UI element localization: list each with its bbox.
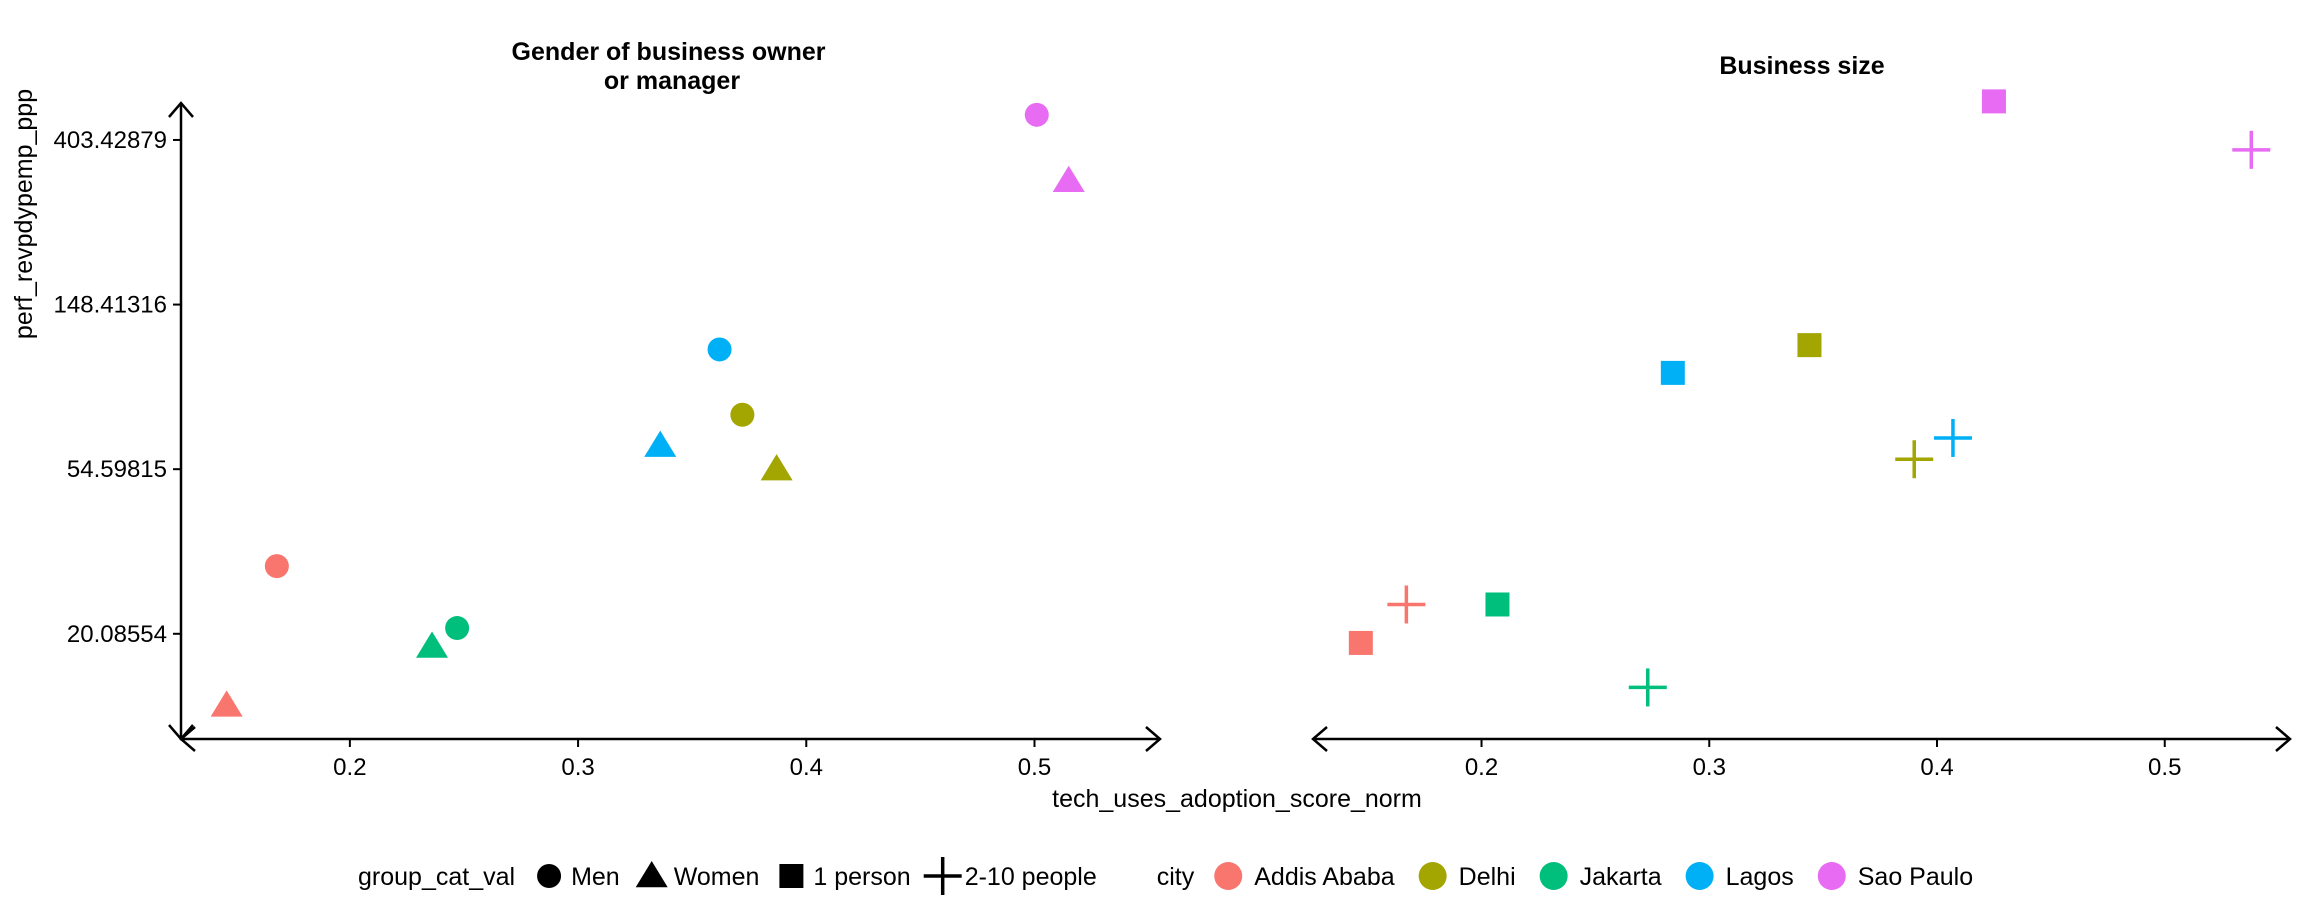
- data-point: [1933, 418, 1972, 457]
- data-point: [1024, 102, 1049, 127]
- data-point: [210, 690, 243, 717]
- data-point: [1660, 360, 1685, 385]
- legend: group_cat_val Men Women 1 person 2-10 people…: [358, 857, 1973, 895]
- legend-key: [537, 864, 562, 888]
- x-axis-arrow: [1311, 726, 1328, 752]
- y-axis: 20.08554 54.59815 148.41316 403.42879: [54, 101, 194, 741]
- legend-key: [635, 861, 668, 888]
- axes: 0.2 0.3 0.4 0.5: [179, 726, 1162, 781]
- y-axis-arrow: [168, 724, 194, 741]
- y-tick-label: 54.59815: [67, 456, 167, 483]
- legend-key: [1214, 862, 1243, 890]
- data-point: [1052, 165, 1085, 192]
- y-axis-arrow: [168, 101, 194, 118]
- data-point: [2232, 130, 2271, 169]
- legend-entry-label: 2-10 people: [965, 863, 1097, 891]
- legend-key: [1418, 862, 1447, 890]
- legend-key: [923, 857, 962, 895]
- x-tick-label: 0.5: [2148, 754, 2181, 781]
- data-point: [1628, 668, 1667, 707]
- legend-key: [779, 864, 804, 888]
- legend-entry-label: 1 person: [813, 863, 910, 891]
- panel-gender: Gender of business owner or manager 0.2 0…: [179, 38, 1162, 781]
- data-points: [210, 102, 1085, 717]
- legend-entry-label: Delhi: [1459, 863, 1516, 891]
- x-axis-title: tech_uses_adoption_score_norm: [1052, 785, 1422, 813]
- x-tick-label: 0.4: [790, 754, 823, 781]
- legend-key: [1685, 862, 1714, 890]
- legend-entry-label: Jakarta: [1580, 863, 1662, 891]
- panel-business-size: Business size 0.2 0.3 0.4 0.5: [1311, 52, 2292, 781]
- panel-title-line: or manager: [604, 67, 740, 95]
- panel-title-line: Gender of business owner: [512, 38, 826, 66]
- x-tick-label: 0.2: [333, 754, 366, 781]
- legend-title: city: [1157, 863, 1195, 891]
- panel-title: Gender of business owner or manager: [512, 38, 833, 95]
- y-tick-label: 403.42879: [54, 127, 167, 154]
- y-tick-label: 148.41316: [54, 292, 167, 319]
- legend-entry-label: Addis Ababa: [1254, 863, 1394, 891]
- x-axis-arrow: [1145, 726, 1162, 752]
- data-point: [644, 430, 677, 457]
- panel-title-line: Business size: [1719, 52, 1884, 80]
- legend-entry-label: Women: [674, 863, 760, 891]
- legend-key: [1539, 862, 1568, 890]
- panel-title: Business size: [1719, 52, 1884, 80]
- data-point: [416, 631, 449, 658]
- y-axis-title: perf_revpdypemp_ppp: [10, 89, 38, 339]
- data-point: [730, 402, 755, 427]
- data-points: [1348, 89, 2271, 707]
- data-point: [1485, 592, 1510, 617]
- legend-entry-label: Sao Paulo: [1858, 863, 1973, 891]
- legend-title: group_cat_val: [358, 863, 515, 891]
- legend-entry-label: Lagos: [1726, 863, 1794, 891]
- x-tick-label: 0.5: [1018, 754, 1051, 781]
- y-tick-label: 20.08554: [67, 621, 167, 648]
- data-point: [707, 337, 732, 362]
- data-point: [760, 454, 793, 481]
- data-point: [1797, 333, 1822, 358]
- data-point: [445, 616, 470, 641]
- data-point: [1895, 440, 1934, 479]
- data-point: [264, 554, 289, 579]
- x-tick-label: 0.4: [1920, 754, 1953, 781]
- legend-entry-label: Men: [571, 863, 620, 891]
- data-point: [1981, 89, 2006, 114]
- x-tick-label: 0.3: [561, 754, 594, 781]
- data-point: [1348, 630, 1373, 655]
- legend-key: [1817, 862, 1846, 890]
- x-axis-arrow: [2275, 726, 2292, 752]
- x-tick-label: 0.3: [1693, 754, 1726, 781]
- axes: 0.2 0.3 0.4 0.5: [1311, 726, 2292, 781]
- data-point: [1387, 585, 1426, 624]
- x-tick-label: 0.2: [1465, 754, 1498, 781]
